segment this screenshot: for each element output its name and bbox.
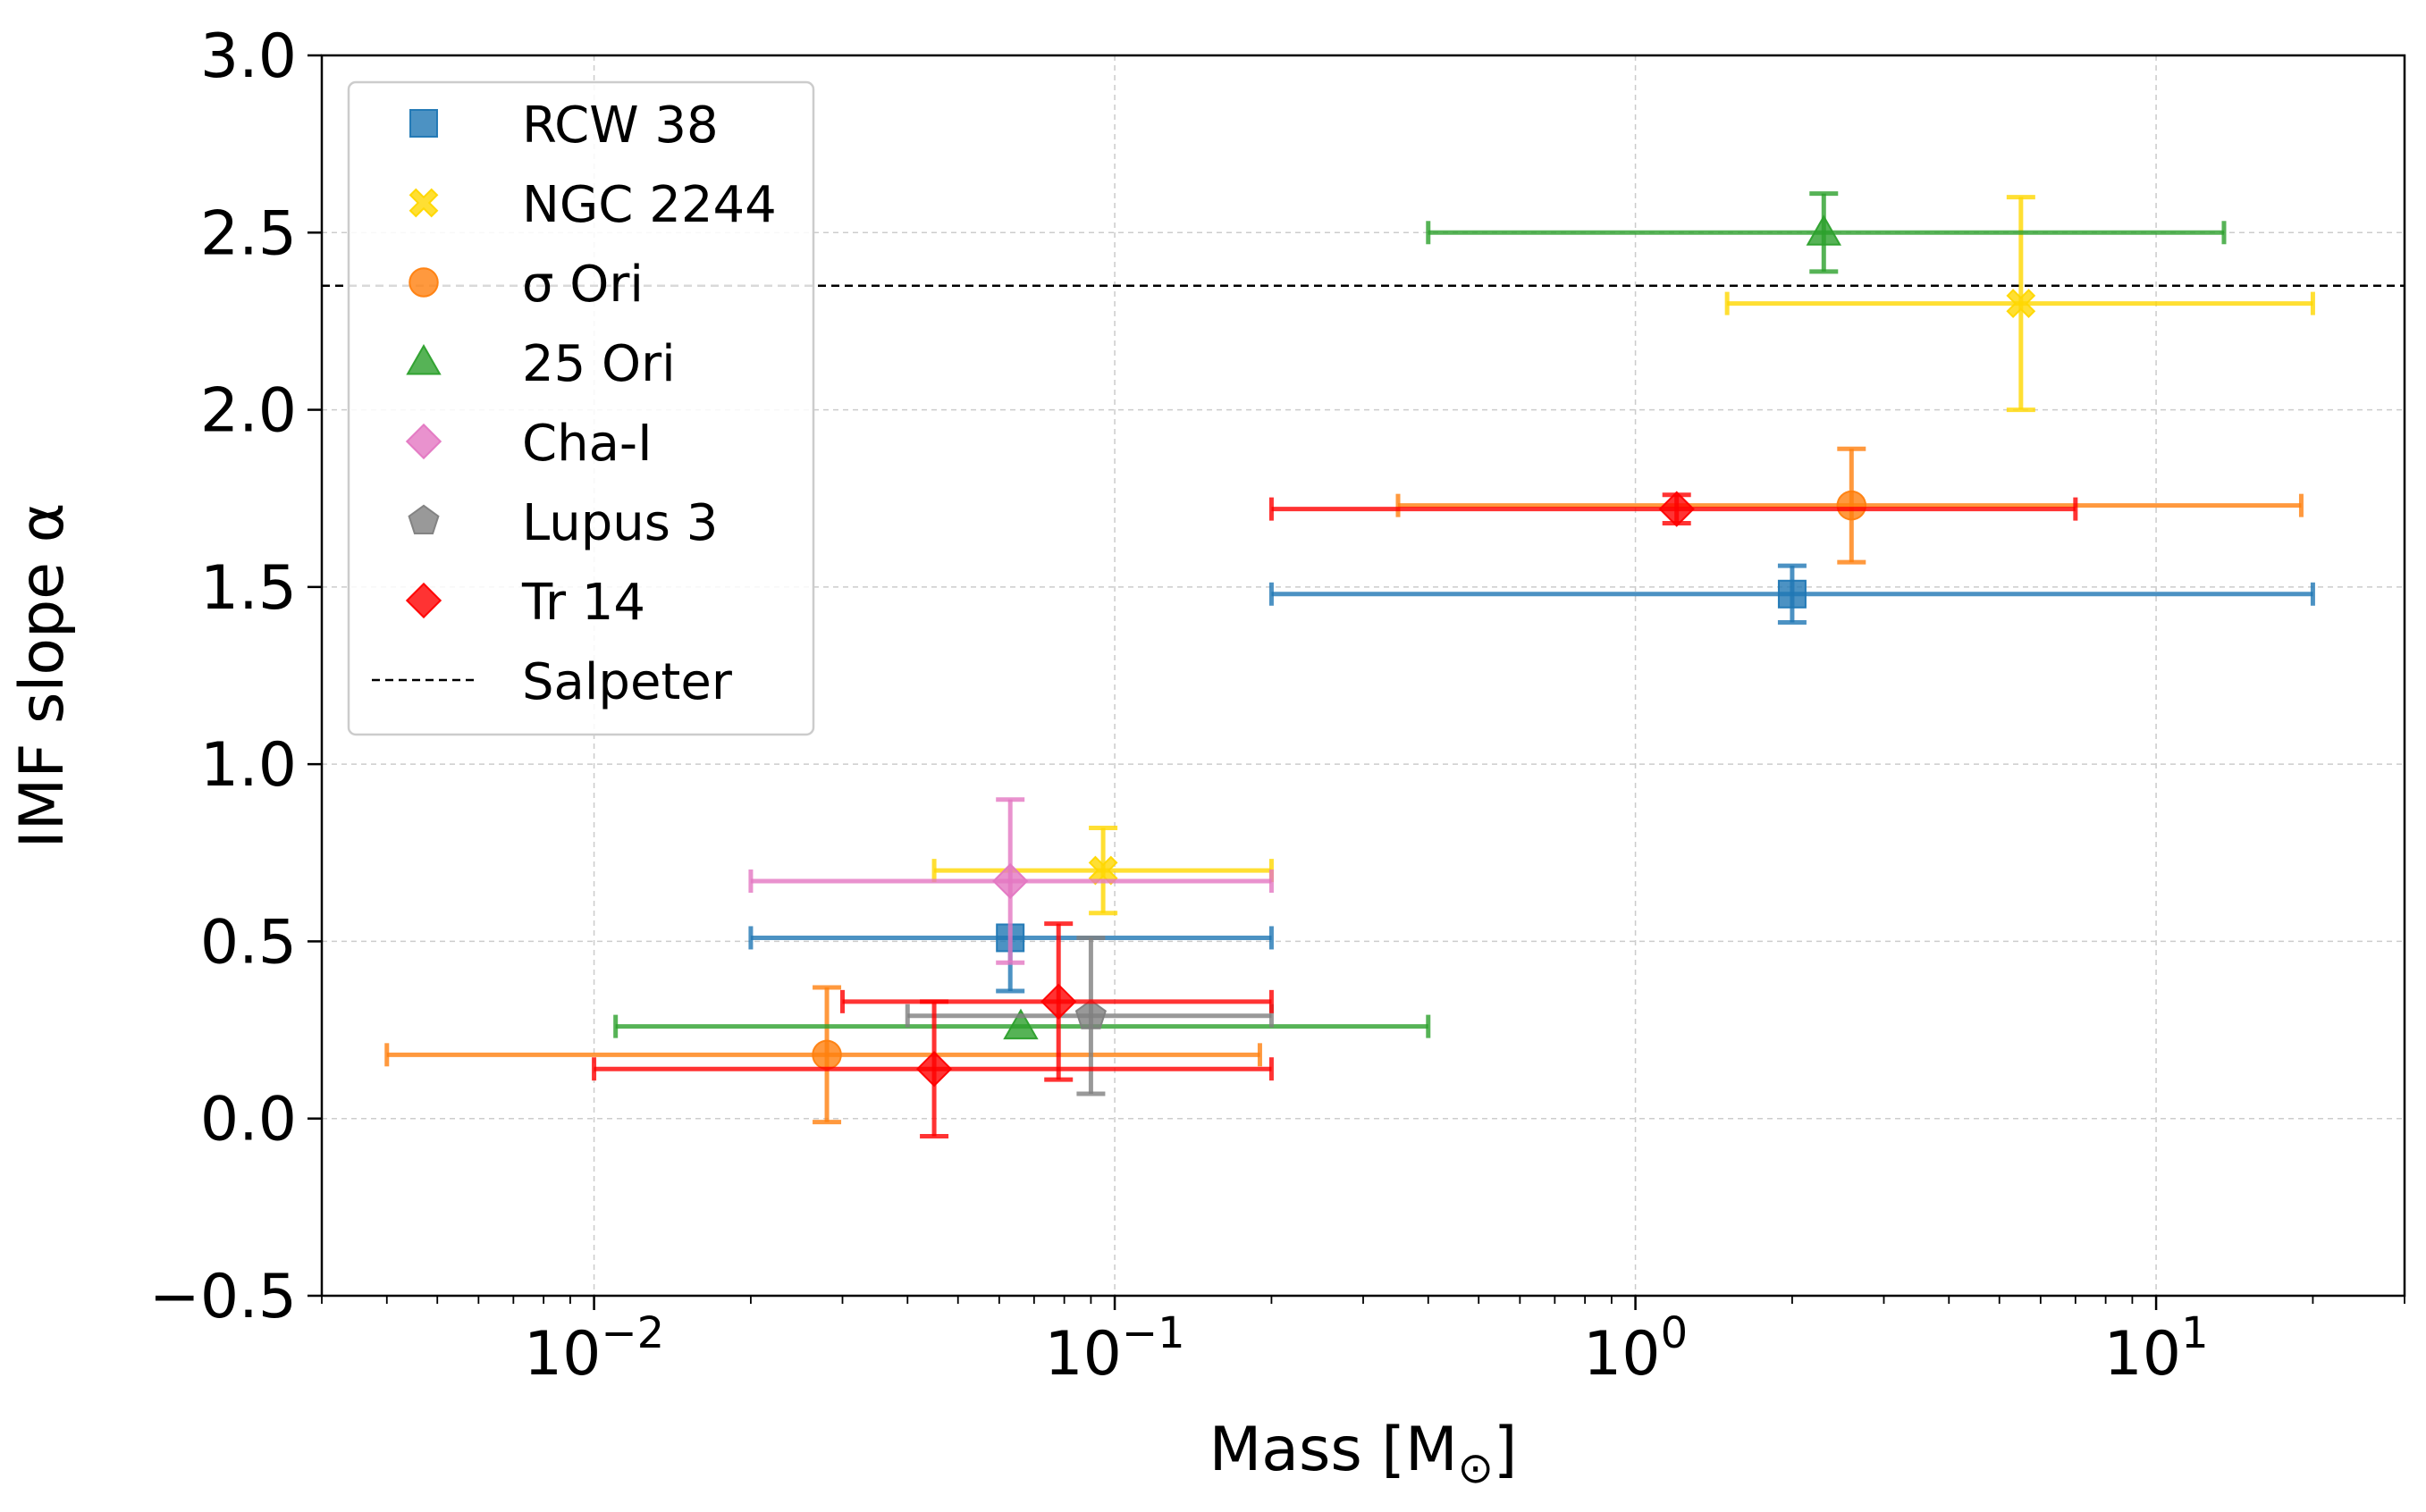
x-axis-label-prefix: Mass [M — [1209, 1415, 1458, 1485]
x-tick-mantissa: 10 — [2104, 1319, 2182, 1390]
data-point — [1777, 579, 1807, 609]
y-axis-label: IMF slope α — [7, 503, 78, 849]
y-tick-label: 1.5 — [200, 553, 297, 624]
y-tick-label: 3.0 — [200, 21, 297, 92]
x-axis-label-suffix: ] — [1494, 1415, 1518, 1485]
data-point — [1088, 855, 1118, 886]
x-tick-label: 101 — [2104, 1308, 2209, 1390]
data-point — [915, 1051, 953, 1088]
series-tr-14 — [592, 491, 2078, 1139]
legend-marker — [409, 188, 439, 218]
legend-marker — [406, 343, 442, 375]
legend-label: 25 Ori — [522, 335, 676, 393]
x-tick-exponent: −2 — [601, 1308, 664, 1358]
x-tick-label: 10−1 — [1044, 1308, 1184, 1390]
data-point — [1040, 983, 1077, 1021]
series-ori — [384, 446, 2304, 1125]
legend-marker — [405, 423, 442, 460]
data-point — [1658, 491, 1695, 527]
x-tick-exponent: 1 — [2181, 1308, 2209, 1358]
x-tick-exponent: 0 — [1661, 1308, 1689, 1358]
y-tick-label: 1.0 — [200, 730, 297, 801]
x-tick-mantissa: 10 — [524, 1319, 602, 1390]
x-axis-label: Mass [M⊙] — [1209, 1415, 1518, 1493]
data-point — [1836, 490, 1867, 521]
y-tick-label: 0.0 — [200, 1085, 297, 1155]
y-tick-label: −0.5 — [149, 1262, 297, 1332]
x-tick-exponent: −1 — [1122, 1308, 1185, 1358]
legend-label: Cha-I — [522, 415, 653, 473]
data-point — [1003, 1008, 1039, 1040]
x-tick-mantissa: 10 — [1583, 1319, 1661, 1390]
y-tick-label: 0.5 — [200, 907, 297, 978]
legend-marker — [405, 582, 442, 619]
x-tick-mantissa: 10 — [1044, 1319, 1122, 1390]
data-point — [1806, 214, 1842, 246]
legend-label: Tr 14 — [521, 574, 645, 632]
data-point — [812, 1039, 842, 1071]
legend-marker — [409, 267, 439, 298]
legend: RCW 38 NGC 2244 σ Ori 25 Ori Cha-I Lupus 3 Tr … — [347, 80, 815, 736]
legend-label: NGC 2244 — [522, 176, 777, 234]
series-cha-i — [748, 797, 1274, 965]
legend-label: Salpeter — [522, 653, 733, 711]
data-layer — [384, 191, 2315, 1139]
data-point — [992, 862, 1029, 900]
legend-box — [347, 80, 815, 736]
legend-marker — [409, 109, 438, 138]
axis-ticks: −0.50.00.51.01.52.02.53.010−2 10−1 100 101 — [149, 21, 2405, 1390]
series-25-ori — [613, 191, 2227, 1040]
y-tick-label: 2.0 — [200, 376, 297, 447]
x-axis-label-sun-symbol: ⊙ — [1458, 1443, 1494, 1493]
legend-label: σ Ori — [522, 256, 644, 314]
legend-label: RCW 38 — [522, 97, 719, 155]
x-tick-label: 10−2 — [524, 1308, 664, 1390]
legend-label: Lupus 3 — [522, 494, 718, 552]
series-lupus-3 — [905, 935, 1274, 1096]
y-tick-label: 2.5 — [200, 198, 297, 269]
legend-marker — [408, 504, 440, 534]
data-point — [1074, 999, 1107, 1029]
data-point — [2006, 289, 2036, 319]
x-tick-label: 100 — [1583, 1308, 1688, 1390]
